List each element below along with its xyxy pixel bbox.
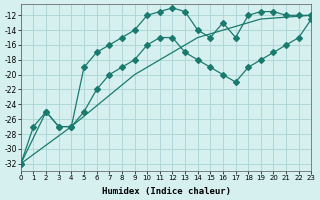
- X-axis label: Humidex (Indice chaleur): Humidex (Indice chaleur): [102, 187, 231, 196]
